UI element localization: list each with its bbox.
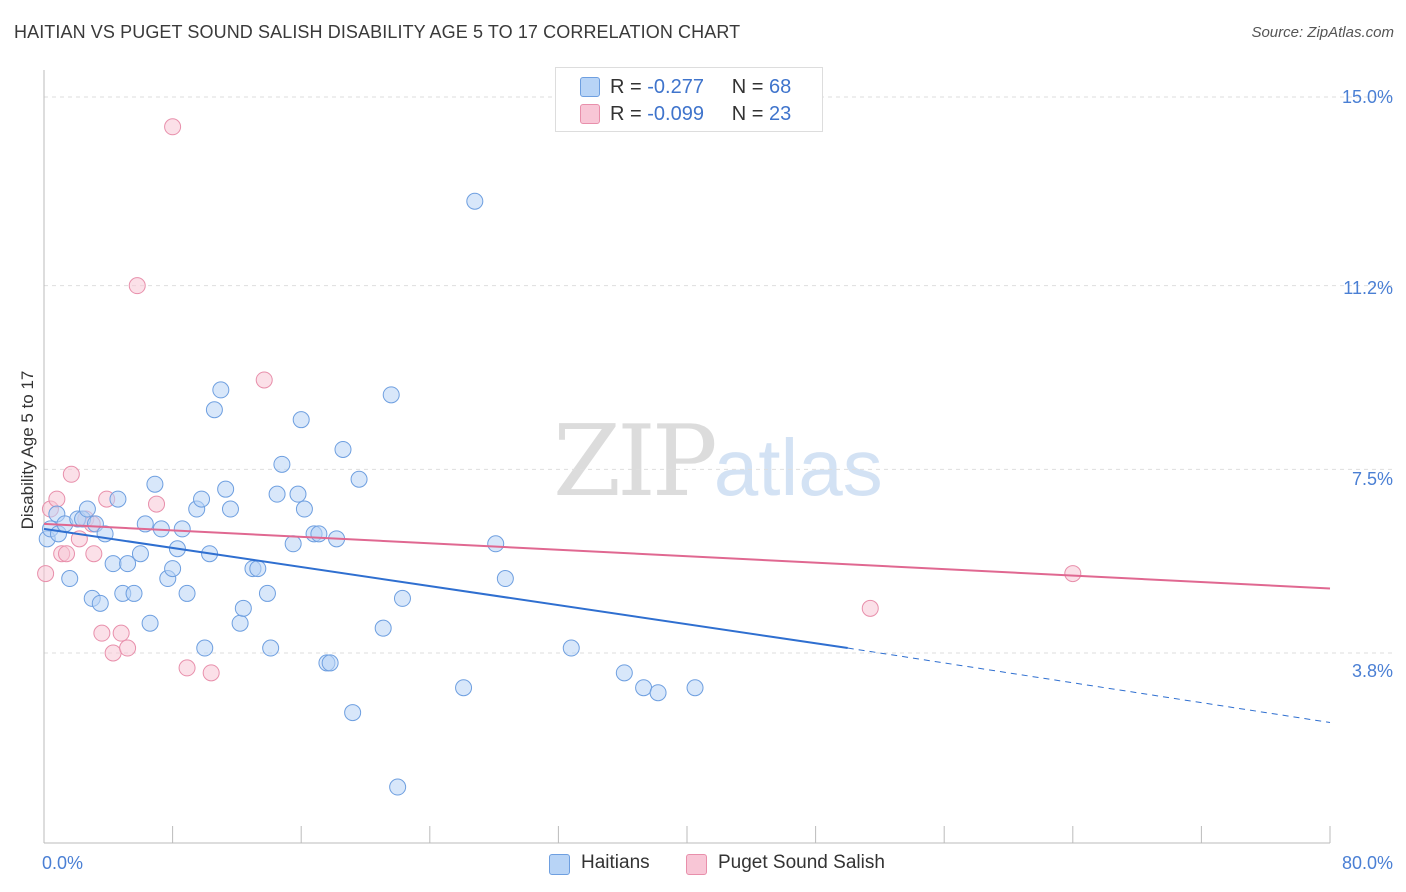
r-value: -0.277 xyxy=(647,76,704,98)
y-tick-label: 15.0% xyxy=(1341,87,1393,107)
haitians-point xyxy=(104,555,122,573)
n-label: N = xyxy=(731,103,770,125)
salish-legend-swatch xyxy=(686,854,707,875)
r-label: R = xyxy=(610,76,648,98)
salish-point xyxy=(178,659,196,677)
haitians-point xyxy=(455,679,473,697)
salish-point xyxy=(85,545,103,563)
source-label: Source: ZipAtlas.com xyxy=(1251,24,1394,41)
haitians-point xyxy=(164,560,182,578)
salish-point xyxy=(104,644,122,662)
legend-item-puget-sound-salish[interactable]: Puget Sound Salish xyxy=(686,852,896,876)
salish-point xyxy=(1064,565,1082,583)
salish-point xyxy=(48,490,66,508)
haitians-point xyxy=(649,684,667,702)
watermark: ZIPatlas xyxy=(553,405,883,519)
haitians-point xyxy=(334,440,352,458)
salish-point xyxy=(255,371,273,389)
haitians-point xyxy=(193,490,211,508)
haitians-point xyxy=(125,584,143,602)
haitians-point xyxy=(212,381,230,399)
haitians-point xyxy=(374,619,392,637)
haitians-point xyxy=(487,535,505,553)
haitians-point xyxy=(91,594,109,612)
haitians-point xyxy=(221,500,239,518)
haitians-point xyxy=(321,654,339,672)
salish-point xyxy=(62,465,80,483)
salish-point xyxy=(58,545,76,563)
haitians-point xyxy=(496,570,514,588)
haitians-point xyxy=(234,599,252,617)
haitians-point xyxy=(173,520,191,538)
x-tick-label-max: 80.0% xyxy=(1341,853,1393,873)
haitians-point xyxy=(268,485,286,503)
haitians-point xyxy=(295,500,313,518)
y-axis-label: Disability Age 5 to 17 xyxy=(18,370,37,530)
y-tick-label: 3.8% xyxy=(1351,661,1393,681)
haitians-point xyxy=(196,639,214,657)
haitians-swatch xyxy=(580,77,600,97)
watermark-atlas: atlas xyxy=(713,423,883,512)
r-label: R = xyxy=(610,103,648,125)
haitians-point xyxy=(615,664,633,682)
x-tick-label-min: 0.0% xyxy=(42,853,84,873)
salish-point xyxy=(148,495,166,513)
salish-trend-line xyxy=(43,522,1331,590)
haitians-point xyxy=(78,500,96,518)
salish-swatch xyxy=(580,104,600,124)
haitians-point xyxy=(344,704,362,722)
haitians-point xyxy=(119,555,137,573)
n-value: 23 xyxy=(769,103,792,125)
haitians-point xyxy=(273,455,291,473)
haitians-point xyxy=(562,639,580,657)
haitians-point xyxy=(258,584,276,602)
haitians-point xyxy=(382,386,400,404)
haitians-point xyxy=(284,535,302,553)
legend-label: Haitians xyxy=(581,852,650,873)
salish-point xyxy=(93,624,111,642)
haitians-point xyxy=(249,560,267,578)
haitians-point xyxy=(262,639,280,657)
r-value: -0.099 xyxy=(647,103,704,125)
haitians-point xyxy=(310,525,328,543)
y-axis-label-wrap: Disability Age 5 to 17 xyxy=(16,300,40,600)
haitians-point xyxy=(178,584,196,602)
haitians-point xyxy=(393,589,411,607)
haitians-legend-swatch xyxy=(549,854,570,875)
haitians-point xyxy=(61,570,79,588)
haitians-point xyxy=(350,470,368,488)
legend-item-haitians[interactable]: Haitians xyxy=(549,852,669,876)
y-tick-label: 11.2% xyxy=(1343,278,1393,298)
haitians-point xyxy=(141,614,159,632)
salish-point xyxy=(861,599,879,617)
haitians-point xyxy=(389,778,407,796)
chart-title: HAITIAN VS PUGET SOUND SALISH DISABILITY… xyxy=(14,22,741,42)
haitians-trend-line xyxy=(43,527,848,650)
stats-legend: R = -0.277 N = 68 R = -0.099 N = 23 xyxy=(555,67,823,132)
salish-point xyxy=(164,118,182,136)
legend-label: Puget Sound Salish xyxy=(718,852,885,873)
salish-point xyxy=(128,277,146,295)
n-value: 68 xyxy=(769,76,792,98)
watermark-zip: ZIP xyxy=(553,405,718,519)
salish-point xyxy=(202,664,220,682)
haitians-point xyxy=(109,490,127,508)
haitians-point xyxy=(146,475,164,493)
haitians-point xyxy=(635,679,653,697)
n-label: N = xyxy=(731,76,770,98)
haitians-point xyxy=(466,192,484,210)
haitians-point xyxy=(231,614,249,632)
y-tick-label: 7.5% xyxy=(1351,469,1393,489)
haitians-point xyxy=(686,679,704,697)
haitians-trend-extension xyxy=(847,647,1331,723)
haitians-point xyxy=(205,401,223,419)
haitians-point xyxy=(131,545,149,563)
salish-point xyxy=(37,565,55,583)
salish-point xyxy=(112,624,130,642)
haitians-point xyxy=(292,411,310,429)
haitians-point xyxy=(217,480,235,498)
haitians-point xyxy=(289,485,307,503)
salish-point xyxy=(119,639,137,657)
